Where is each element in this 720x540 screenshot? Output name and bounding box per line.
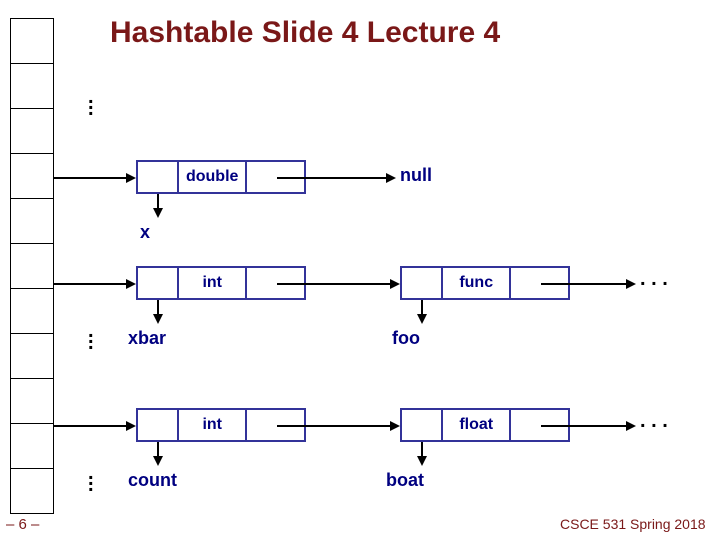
vdots: ... [88, 470, 94, 488]
course-footer: CSCE 531 Spring 2018 [560, 516, 706, 532]
hashtable-slot [10, 288, 54, 334]
vdots: ... [88, 94, 94, 112]
node-type-label: double [179, 162, 247, 192]
hashtable-slot [10, 198, 54, 244]
label-count: count [128, 470, 177, 491]
label-foo: foo [392, 328, 420, 349]
hashtable-slots [10, 18, 54, 514]
node-type-label: float [443, 410, 511, 440]
hashtable-slot [10, 243, 54, 289]
hashtable-slot [10, 468, 54, 514]
hashtable-slot [10, 18, 54, 64]
label-x: x [140, 222, 150, 243]
hashtable-slot [10, 333, 54, 379]
hashtable-slot [10, 378, 54, 424]
label-boat: boat [386, 470, 424, 491]
hashtable-slot [10, 63, 54, 109]
label-xbar: xbar [128, 328, 166, 349]
node-type-label: func [443, 268, 511, 298]
ellipsis: . . . [640, 410, 668, 433]
node-type-label: int [179, 268, 247, 298]
node-type-label: int [179, 410, 247, 440]
label-null: null [400, 165, 432, 186]
vdots: ... [88, 328, 94, 346]
slide-number: – 6 – [6, 516, 39, 533]
ellipsis: . . . [640, 268, 668, 291]
hashtable-slot [10, 423, 54, 469]
hashtable-slot [10, 153, 54, 199]
page-title: Hashtable Slide 4 Lecture 4 [110, 16, 500, 50]
hashtable-slot [10, 108, 54, 154]
